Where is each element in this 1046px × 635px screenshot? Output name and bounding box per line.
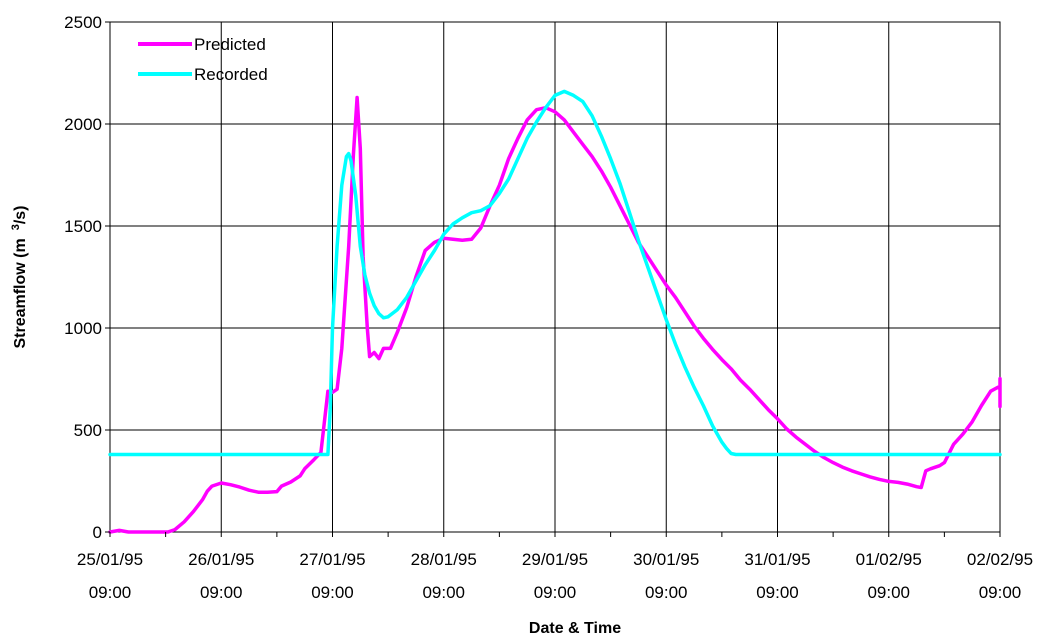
x-tick-label-time: 09:00 [89, 583, 132, 602]
y-tick-label: 1500 [64, 217, 102, 236]
x-tick-label-date: 30/01/95 [633, 550, 699, 569]
x-axis-title: Date & Time [529, 620, 621, 635]
x-tick-label-date: 02/02/95 [967, 550, 1033, 569]
grid-lines [110, 21, 1000, 533]
legend: Predicted Recorded [138, 35, 268, 84]
series-line-recorded [108, 89, 1002, 457]
y-tick-label: 2000 [64, 115, 102, 134]
y-axis-title-end: /s) [12, 205, 29, 224]
x-axis-ticks: 25/01/95 09:00 26/01/95 09:00 27/01/95 09:00 2… [77, 532, 1033, 602]
y-axis-title-superscript: 3 [10, 224, 22, 230]
x-tick-label-date: 29/01/95 [522, 550, 588, 569]
x-tick-label-time: 09:00 [422, 583, 465, 602]
x-tick-label-date: 28/01/95 [411, 550, 477, 569]
x-tick-label-time: 09:00 [200, 583, 243, 602]
y-axis-title: Streamflow (m 3/s) [10, 205, 29, 348]
x-tick-label-time: 09:00 [867, 583, 910, 602]
series-lines [108, 89, 1002, 534]
x-tick-label-time: 09:00 [756, 583, 799, 602]
y-axis-title-main: Streamflow (m [12, 238, 29, 348]
x-tick-label-date: 26/01/95 [188, 550, 254, 569]
y-axis-ticks: 0 500 1000 1500 2000 2500 [64, 13, 110, 542]
x-tick-label-date: 31/01/95 [744, 550, 810, 569]
x-tick-label-time: 09:00 [311, 583, 354, 602]
legend-label-recorded: Recorded [194, 65, 268, 84]
x-tick-label-time: 09:00 [534, 583, 577, 602]
y-tick-label: 2500 [64, 13, 102, 32]
x-tick-label-time: 09:00 [979, 583, 1022, 602]
y-tick-label: 0 [93, 523, 102, 542]
series-line-predicted [108, 95, 1002, 534]
x-tick-label-date: 25/01/95 [77, 550, 143, 569]
legend-label-predicted: Predicted [194, 35, 266, 54]
x-tick-label-date: 27/01/95 [299, 550, 365, 569]
y-tick-label: 1000 [64, 319, 102, 338]
x-tick-label-time: 09:00 [645, 583, 688, 602]
x-tick-label-date: 01/02/95 [856, 550, 922, 569]
y-tick-label: 500 [74, 421, 102, 440]
